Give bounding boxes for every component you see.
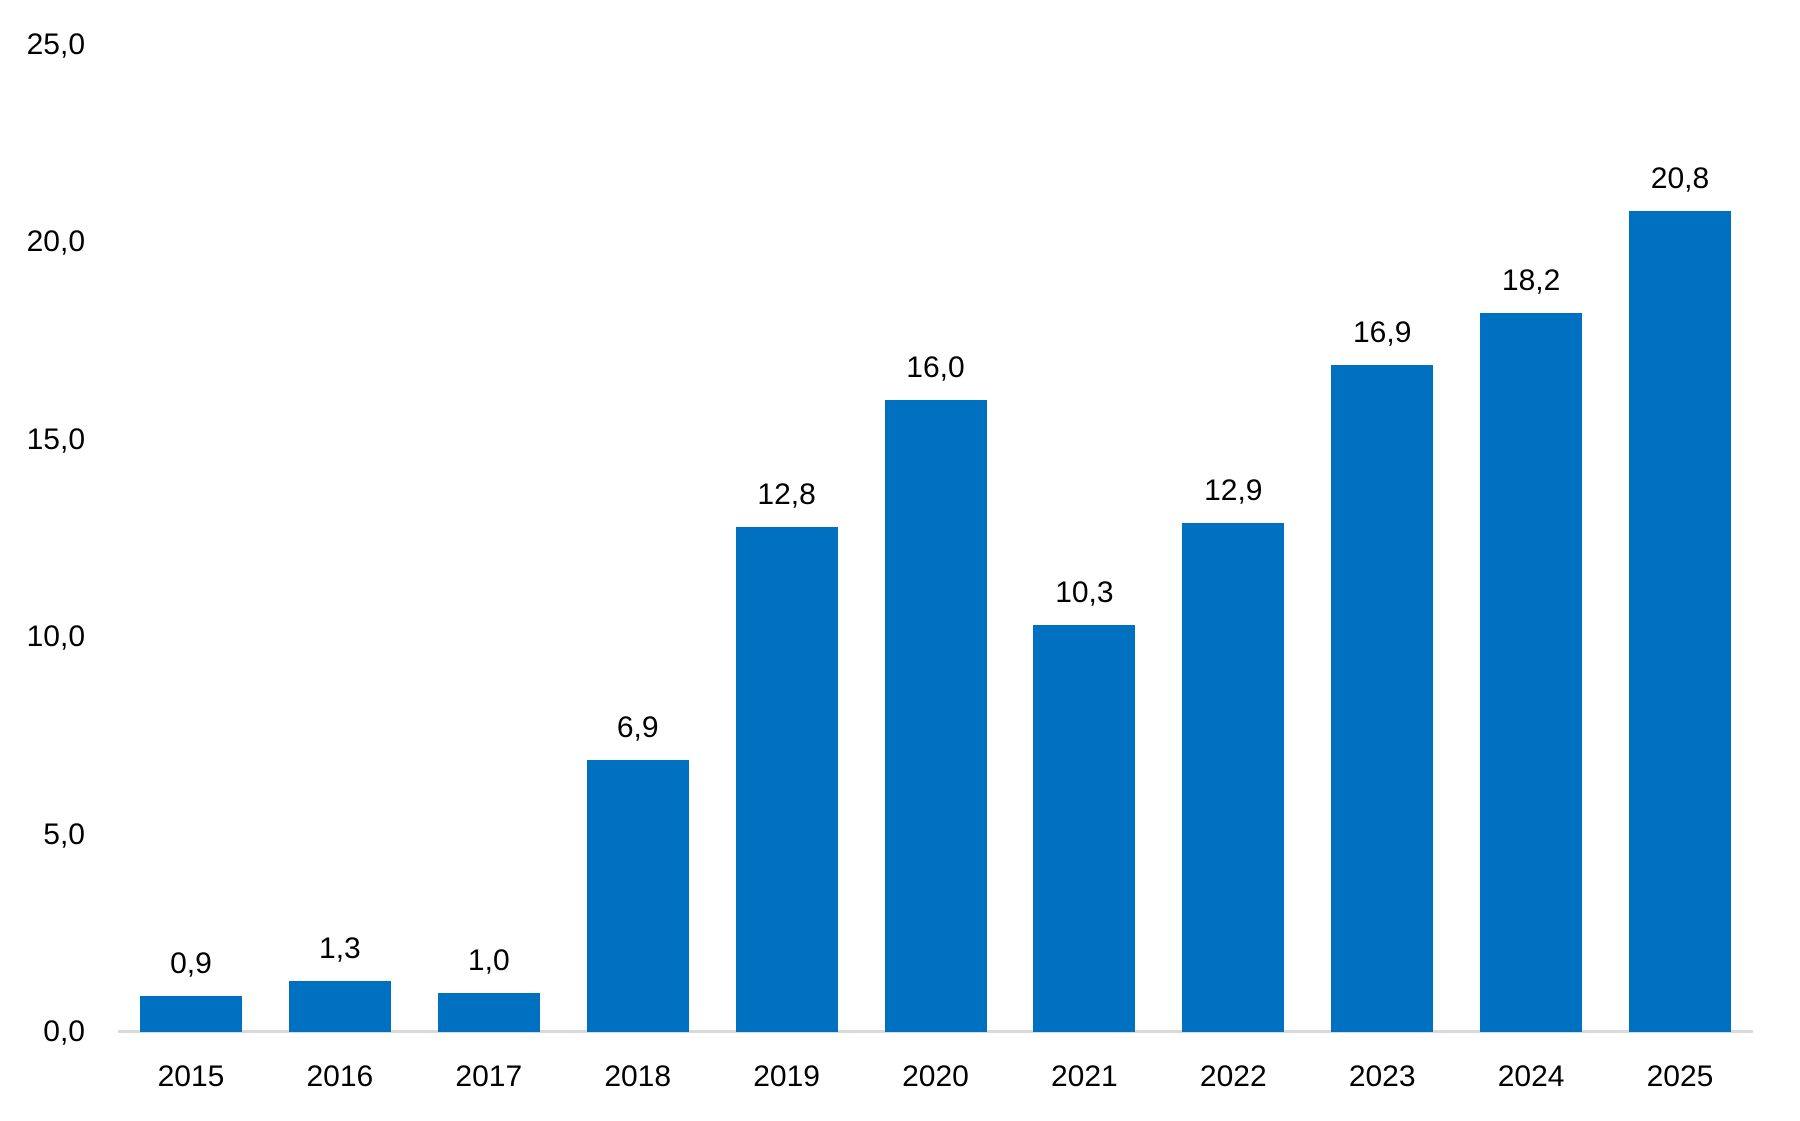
bar-2023 [1331, 364, 1434, 1032]
bar-2019 [735, 526, 838, 1032]
x-tick-label-2024: 2024 [1497, 1060, 1565, 1093]
y-tick-label-15: 15,0 [26, 422, 85, 456]
x-tick-label-2016: 2016 [306, 1060, 374, 1093]
bar-value-label-2025: 20,8 [1650, 161, 1710, 195]
bar-value-label-2017: 1,0 [467, 943, 510, 977]
y-tick-label-25: 25,0 [26, 28, 85, 61]
x-tick-label-2020: 2020 [902, 1060, 969, 1093]
y-tick-label-20: 20,0 [26, 225, 85, 259]
x-tick-label-2025: 2025 [1646, 1060, 1714, 1093]
bar-2018 [586, 759, 689, 1032]
bar-2015 [140, 996, 242, 1032]
x-tick-label-2015: 2015 [157, 1060, 225, 1093]
y-tick-label-5: 5,0 [43, 817, 85, 851]
bar-value-label-2016: 1,3 [319, 931, 361, 965]
bar-2025 [1629, 210, 1731, 1032]
bar-value-label-2024: 18,2 [1501, 264, 1561, 298]
bar-2022 [1182, 522, 1285, 1032]
x-tick-label-2019: 2019 [753, 1060, 820, 1093]
x-tick-label-2017: 2017 [455, 1060, 523, 1093]
x-tick-label-2018: 2018 [604, 1060, 672, 1093]
y-tick-label-10: 10,0 [26, 620, 85, 654]
bar-2024 [1480, 313, 1583, 1032]
bar-2016 [288, 980, 391, 1032]
bar-2021 [1033, 625, 1136, 1032]
y-tick-label-0: 0,0 [43, 1015, 85, 1048]
x-tick-label-2023: 2023 [1348, 1060, 1416, 1093]
bar-value-label-2022: 12,9 [1204, 473, 1263, 507]
bar-value-label-2023: 16,9 [1353, 315, 1412, 349]
bar-value-label-2015: 0,9 [170, 947, 212, 981]
x-tick-label-2021: 2021 [1051, 1060, 1118, 1093]
bar-2017 [437, 992, 540, 1032]
bar-value-label-2021: 10,3 [1055, 576, 1114, 610]
x-tick-label-2022: 2022 [1199, 1060, 1267, 1093]
bar-value-label-2018: 6,9 [616, 710, 659, 744]
bar-2020 [884, 400, 987, 1032]
bar-value-label-2020: 16,0 [906, 351, 965, 385]
bar-value-label-2019: 12,8 [757, 477, 816, 511]
